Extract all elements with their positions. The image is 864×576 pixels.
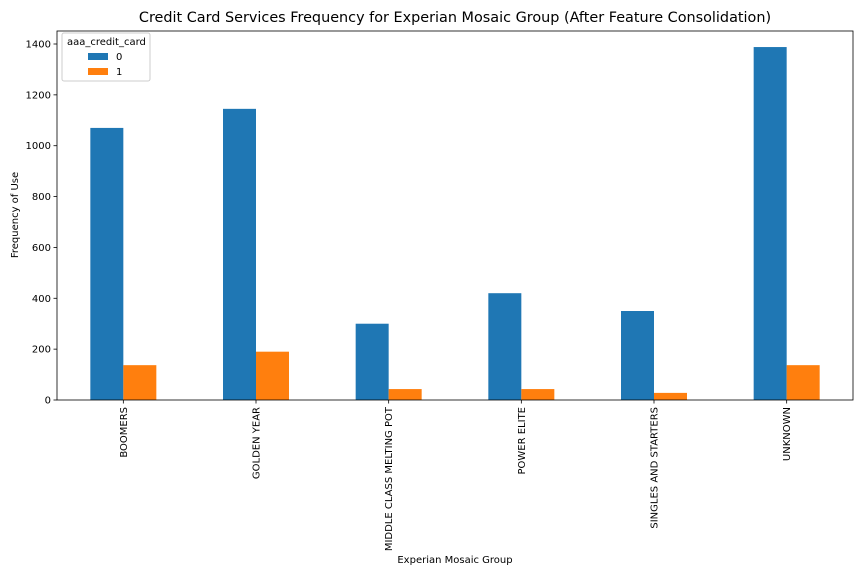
bar-boomers-series-1 bbox=[123, 365, 157, 400]
x-tick-label: UNKNOWN bbox=[782, 407, 793, 461]
legend-swatch-series-1 bbox=[88, 68, 108, 75]
bar-singles-and-starters-series-0 bbox=[621, 311, 654, 400]
y-tick-label: 800 bbox=[32, 192, 51, 203]
bar-middle-class-melting-pot-series-1 bbox=[388, 389, 422, 400]
bar-golden-year-series-0 bbox=[223, 108, 256, 400]
y-axis-label: Frequency of Use bbox=[10, 172, 21, 258]
x-tick-label: GOLDEN YEAR bbox=[252, 407, 263, 479]
x-tick-label: BOOMERS bbox=[119, 407, 130, 458]
chart-title: Credit Card Services Frequency for Exper… bbox=[139, 10, 771, 26]
legend-label: 0 bbox=[116, 52, 122, 63]
y-tick-label: 0 bbox=[45, 396, 51, 407]
x-tick-label: SINGLES AND STARTERS bbox=[650, 407, 661, 529]
bar-unknown-series-1 bbox=[786, 365, 820, 400]
legend-title: aaa_credit_card bbox=[67, 37, 146, 48]
bar-middle-class-melting-pot-series-0 bbox=[355, 323, 389, 400]
y-tick-label: 200 bbox=[32, 345, 51, 356]
bars-layer bbox=[90, 47, 820, 401]
legend: aaa_credit_card 0 1 bbox=[61, 32, 151, 82]
y-tick-label: 1400 bbox=[26, 40, 51, 51]
y-tick-label: 1000 bbox=[26, 141, 51, 152]
x-tick-label: POWER ELITE bbox=[517, 407, 528, 475]
bar-power-elite-series-1 bbox=[521, 389, 555, 400]
x-axis: BOOMERS GOLDEN YEAR MIDDLE CLASS MELTING P… bbox=[119, 400, 793, 551]
y-tick-label: 400 bbox=[32, 294, 51, 305]
bar-singles-and-starters-series-1 bbox=[654, 392, 687, 400]
bar-golden-year-series-1 bbox=[256, 351, 289, 400]
x-tick-label: MIDDLE CLASS MELTING POT bbox=[384, 406, 395, 551]
bar-boomers-series-0 bbox=[90, 127, 124, 401]
y-axis: 0 200 400 600 800 1000 1200 1400 bbox=[26, 40, 57, 407]
y-tick-label: 1200 bbox=[26, 90, 51, 101]
x-axis-label: Experian Mosaic Group bbox=[397, 555, 512, 566]
legend-swatch-series-0 bbox=[88, 53, 108, 60]
plot-frame bbox=[56, 30, 854, 401]
y-tick-label: 600 bbox=[32, 243, 51, 254]
bar-power-elite-series-0 bbox=[488, 293, 522, 400]
bar-unknown-series-0 bbox=[753, 47, 787, 401]
legend-label: 1 bbox=[116, 67, 122, 78]
